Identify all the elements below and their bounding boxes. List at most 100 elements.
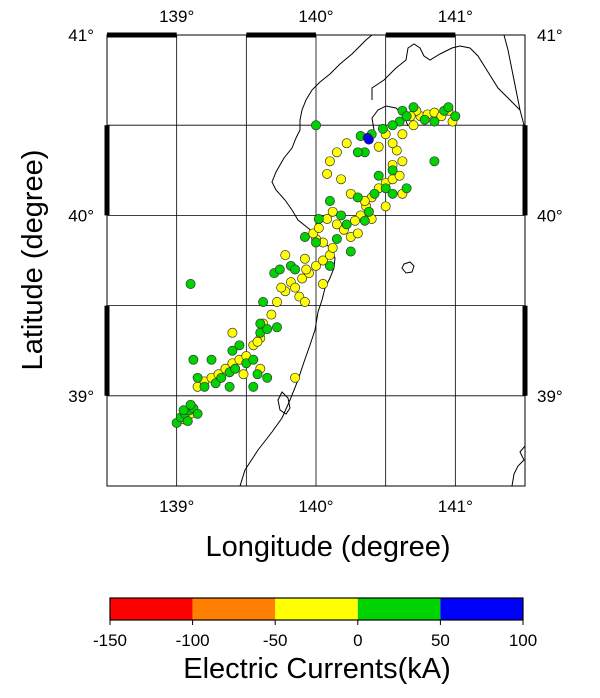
coastline-bay — [371, 43, 521, 111]
lightning-point — [290, 264, 301, 275]
lightning-point — [380, 201, 391, 212]
x-axis-title: Longitude (degree) — [205, 531, 450, 563]
y-tick-label-right: 39° — [537, 387, 563, 406]
lightning-point — [373, 141, 384, 152]
lightning-point — [401, 111, 412, 122]
colorbar-title: Electric Currents(kA) — [183, 653, 451, 685]
lightning-point — [450, 111, 461, 122]
lightning-point — [227, 345, 238, 356]
lightning-point — [331, 233, 342, 244]
lightning-point — [299, 297, 310, 307]
lightning-point — [301, 264, 312, 275]
lightning-point — [352, 192, 363, 203]
lightning-point — [443, 102, 454, 113]
colorbar-border — [109, 597, 524, 621]
lightning-point — [313, 223, 324, 233]
lightning-point — [199, 381, 210, 392]
lightning-point — [350, 215, 360, 226]
lightning-point — [394, 170, 405, 181]
island-outline — [277, 391, 291, 415]
lightning-point — [324, 260, 335, 271]
colorbar-tick-label: -100 — [176, 631, 210, 650]
lightning-point — [397, 156, 408, 167]
lightning-point — [299, 253, 310, 264]
lightning-point — [252, 336, 263, 347]
x-tick-label-top: 140° — [298, 7, 333, 26]
lightning-point — [188, 354, 199, 365]
colorbar-bin — [357, 598, 441, 620]
lightning-point — [387, 188, 398, 199]
lightning-point — [185, 399, 196, 410]
lightning-point — [377, 123, 388, 134]
lightning-point — [324, 156, 335, 167]
lightning-point — [262, 324, 273, 335]
lightning-point — [280, 250, 291, 261]
y-tick-label-right: 40° — [537, 206, 563, 225]
colorbar-tick-label: 0 — [353, 631, 362, 650]
lightning-point — [192, 372, 203, 383]
lightning-point — [234, 340, 245, 351]
lightning-point — [345, 246, 356, 257]
lightning-point — [266, 309, 277, 320]
lightning-point — [227, 327, 238, 338]
lightning-point — [192, 408, 203, 419]
lightning-point — [297, 273, 308, 284]
lightning-point — [274, 264, 285, 275]
colorbar-tick-label: 100 — [509, 631, 537, 650]
lightning-point — [352, 228, 363, 239]
coastline-southeast — [511, 445, 525, 486]
lightning-point — [363, 134, 374, 145]
x-tick-label-top: 139° — [159, 7, 194, 26]
x-tick-label-bottom: 139° — [159, 497, 194, 516]
grid-lines — [107, 34, 525, 487]
tick-labels: 139° 139° 140° 140° 141° 141° 39° 39° 40° 40° 41° 4… — [68, 7, 562, 516]
lightning-point — [380, 183, 391, 194]
lightning-point — [322, 168, 333, 179]
lightning-point — [341, 219, 352, 230]
lightning-point — [272, 322, 282, 333]
lightning-point — [224, 381, 235, 392]
lightning-point — [276, 282, 287, 293]
lightning-point — [182, 416, 193, 427]
lightning-point — [252, 369, 263, 380]
lightning-point — [401, 183, 412, 194]
data-points — [171, 102, 461, 428]
lightning-point — [238, 369, 249, 380]
lightning-point — [324, 196, 335, 206]
lightning-point — [248, 381, 259, 392]
lightning-point — [185, 279, 196, 289]
lightning-point — [311, 120, 321, 131]
lightning-point — [387, 138, 398, 149]
y-tick-label-left: 41° — [68, 26, 94, 45]
lightning-point — [299, 232, 310, 242]
lightning-point — [419, 114, 430, 125]
lightning-point — [206, 354, 217, 365]
lightning-point — [429, 156, 440, 167]
lightning-point — [290, 282, 301, 293]
lightning-point — [429, 116, 440, 127]
lake-outline — [401, 261, 415, 274]
y-tick-label-right: 41° — [537, 26, 563, 45]
x-tick-label-bottom: 141° — [438, 497, 473, 516]
lightning-point — [272, 297, 282, 307]
lightning-point — [290, 372, 301, 383]
lightning-point — [352, 147, 363, 158]
lightning-point — [311, 260, 321, 271]
lightning-point — [255, 318, 266, 329]
lightning-point — [336, 174, 347, 185]
lightning-point — [336, 210, 347, 221]
lightning-point — [359, 215, 370, 226]
lightning-point — [408, 120, 419, 131]
lightning-point — [311, 237, 321, 248]
lightning-point — [248, 354, 259, 365]
lightning-point — [341, 138, 352, 149]
map-frame — [104, 32, 528, 487]
lightning-point — [373, 170, 384, 181]
y-axis-title: Latitude (degree) — [17, 150, 49, 371]
lightning-point — [408, 102, 419, 113]
colorbar-bin — [275, 598, 358, 620]
colorbar-tick-label: 50 — [431, 631, 450, 650]
lightning-point — [331, 147, 342, 158]
lightning-point — [230, 363, 241, 374]
x-tick-label-top: 141° — [438, 7, 473, 26]
